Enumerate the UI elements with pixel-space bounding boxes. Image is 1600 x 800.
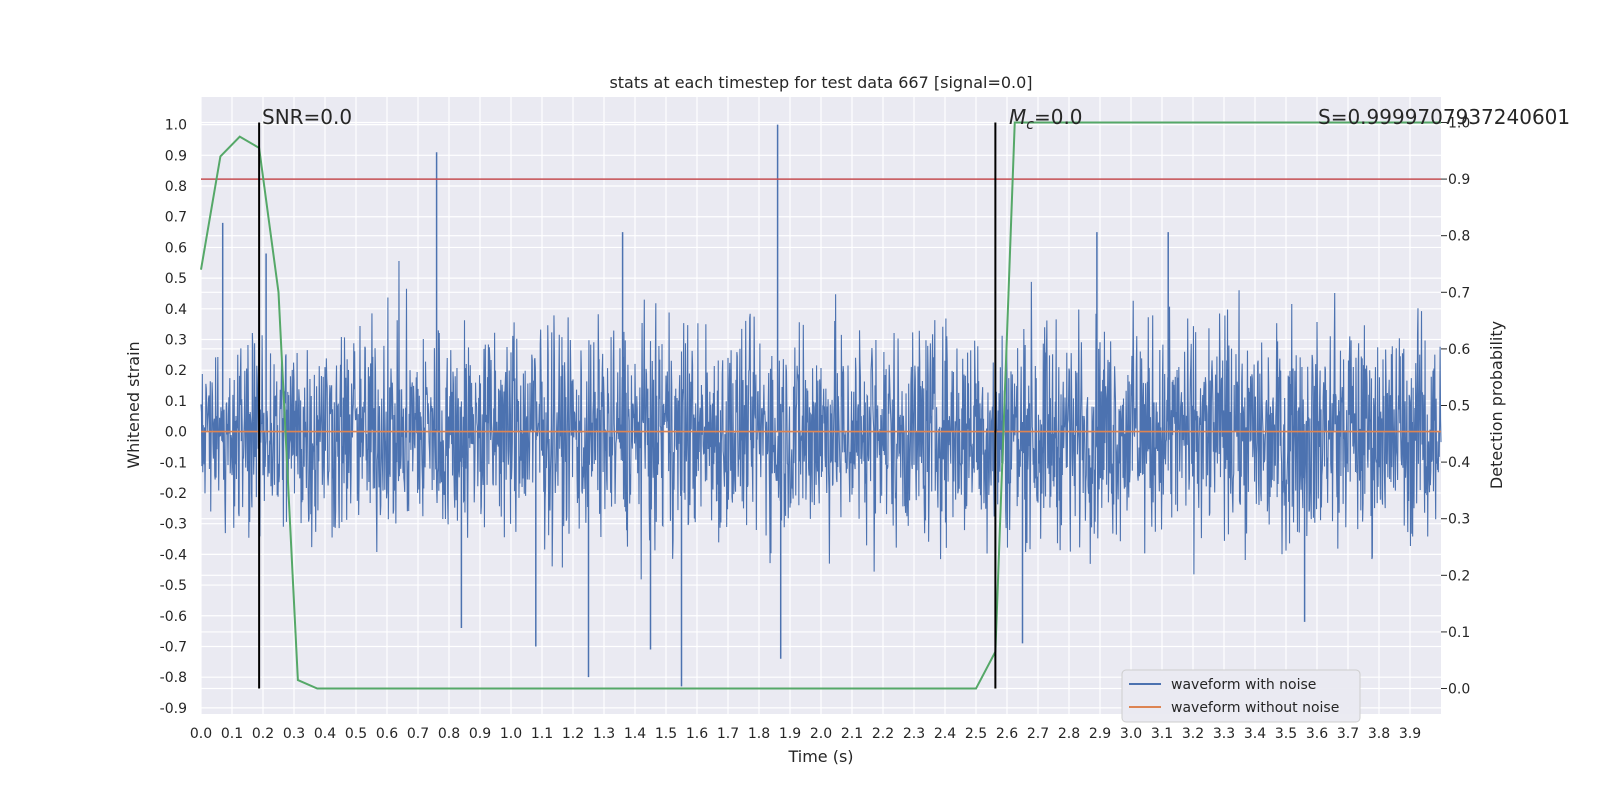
x-tick-label: 1.6 bbox=[686, 726, 708, 742]
y-tick-label: 0.8 bbox=[165, 179, 187, 195]
x-tick-label: 1.1 bbox=[531, 726, 553, 742]
y-tick-label: 0.0 bbox=[165, 425, 187, 441]
x-axis-ticks: 0.0 0.1 0.2 0.3 0.4 0.5 0.6 0.7 0.8 0.9 1.0 1.1 1.2 1… bbox=[190, 726, 1421, 742]
y2-tick-label: 0.5 bbox=[1448, 399, 1470, 415]
detection-probability-line bbox=[200, 121, 1441, 690]
y-tick-label: 0.5 bbox=[165, 271, 187, 287]
y-tick-label: -0.9 bbox=[160, 701, 187, 717]
y2-axis-ticks: 1.0 0.9 0.8 0.7 0.6 0.5 0.4 0.3 0.2 0.1 0.0 bbox=[1441, 115, 1470, 698]
x-tick-label: 3.5 bbox=[1275, 726, 1297, 742]
x-tick-label: 2.1 bbox=[841, 726, 863, 742]
y-tick-label: 1.0 bbox=[165, 118, 187, 134]
y2-tick-label: 0.6 bbox=[1448, 342, 1470, 358]
x-tick-label: 2.7 bbox=[1027, 726, 1049, 742]
y2-tick-label: 0.8 bbox=[1448, 229, 1470, 245]
series-waveform-with-noise bbox=[200, 124, 1442, 687]
y-tick-label: -0.2 bbox=[160, 486, 187, 502]
x-tick-label: 3.4 bbox=[1244, 726, 1266, 742]
y2-tick-label: 0.1 bbox=[1448, 625, 1470, 641]
legend-label-clean: waveform without noise bbox=[1171, 700, 1339, 716]
x-tick-label: 2.0 bbox=[810, 726, 832, 742]
x-tick-label: 3.9 bbox=[1399, 726, 1421, 742]
x-tick-label: 3.6 bbox=[1306, 726, 1328, 742]
x-tick-label: 1.3 bbox=[593, 726, 615, 742]
y-tick-label: -0.4 bbox=[160, 547, 187, 563]
chart-title: stats at each timestep for test data 667… bbox=[609, 73, 1032, 92]
x-tick-label: 0.5 bbox=[345, 726, 367, 742]
y-tick-label: -0.6 bbox=[160, 609, 187, 625]
y2-tick-label: 0.0 bbox=[1448, 682, 1470, 698]
x-tick-label: 0.6 bbox=[376, 726, 398, 742]
y2-tick-label: 0.9 bbox=[1448, 172, 1470, 188]
mc-annotation-subscript: c bbox=[1026, 117, 1034, 133]
x-tick-label: 1.4 bbox=[624, 726, 646, 742]
mc-annotation: Mc=0.0 bbox=[1009, 105, 1083, 133]
mc-annotation-symbol: M bbox=[1009, 105, 1026, 129]
x-tick-label: 2.2 bbox=[872, 726, 894, 742]
x-tick-label: 0.7 bbox=[407, 726, 429, 742]
x-tick-label: 0.3 bbox=[283, 726, 305, 742]
x-tick-label: 2.3 bbox=[903, 726, 925, 742]
y2-tick-label: 0.7 bbox=[1448, 285, 1470, 301]
x-tick-label: 1.5 bbox=[655, 726, 677, 742]
x-tick-label: 0.8 bbox=[438, 726, 460, 742]
x-tick-label: 3.3 bbox=[1213, 726, 1235, 742]
x-tick-label: 2.6 bbox=[996, 726, 1018, 742]
s-annotation: S=0.9999707937240601 bbox=[1318, 105, 1570, 129]
y-axis-ticks: 1.0 0.9 0.8 0.7 0.6 0.5 0.4 0.3 0.2 0.1 0.0 -0.1 -0.… bbox=[160, 118, 187, 717]
x-tick-label: 2.4 bbox=[934, 726, 956, 742]
y-tick-label: 0.4 bbox=[165, 302, 187, 318]
y-axis-label: Whitened strain bbox=[124, 341, 143, 468]
y2-tick-label: 0.4 bbox=[1448, 455, 1470, 471]
x-tick-label: 1.2 bbox=[562, 726, 584, 742]
x-tick-label: 0.1 bbox=[221, 726, 243, 742]
y-tick-label: 0.3 bbox=[165, 333, 187, 349]
y-tick-label: -0.3 bbox=[160, 517, 187, 533]
y-tick-label: 0.6 bbox=[165, 240, 187, 256]
waveform-with-noise-line bbox=[200, 261, 1442, 580]
y-tick-label: -0.1 bbox=[160, 455, 187, 471]
x-tick-label: 2.9 bbox=[1089, 726, 1111, 742]
y2-tick-label: 0.3 bbox=[1448, 512, 1470, 528]
mc-annotation-value: =0.0 bbox=[1034, 105, 1083, 129]
y-tick-label: -0.8 bbox=[160, 670, 187, 686]
x-tick-label: 3.7 bbox=[1337, 726, 1359, 742]
x-tick-label: 1.7 bbox=[717, 726, 739, 742]
y-tick-label: -0.5 bbox=[160, 578, 187, 594]
x-tick-label: 3.8 bbox=[1368, 726, 1390, 742]
x-tick-label: 0.2 bbox=[252, 726, 274, 742]
y-tick-label: 0.7 bbox=[165, 210, 187, 226]
y2-axis-label: Detection probability bbox=[1487, 321, 1506, 489]
x-tick-label: 2.5 bbox=[965, 726, 987, 742]
legend-box bbox=[1121, 669, 1361, 723]
x-tick-label: 3.0 bbox=[1120, 726, 1142, 742]
y2-tick-label: 1.0 bbox=[1448, 115, 1470, 131]
legend: waveform with noise waveform without noi… bbox=[1121, 669, 1361, 723]
x-tick-label: 2.8 bbox=[1058, 726, 1080, 742]
x-tick-label: 1.9 bbox=[779, 726, 801, 742]
x-tick-label: 1.8 bbox=[748, 726, 770, 742]
y-tick-label: 0.2 bbox=[165, 363, 187, 379]
x-tick-label: 3.2 bbox=[1182, 726, 1204, 742]
x-tick-label: 0.0 bbox=[190, 726, 212, 742]
overlay-lines bbox=[200, 121, 1441, 690]
x-tick-label: 1.0 bbox=[500, 726, 522, 742]
snr-annotation: SNR=0.0 bbox=[262, 105, 352, 129]
x-tick-label: 0.4 bbox=[314, 726, 336, 742]
legend-label-noise: waveform with noise bbox=[1171, 677, 1316, 693]
x-axis-label: Time (s) bbox=[787, 747, 853, 766]
x-tick-label: 3.1 bbox=[1151, 726, 1173, 742]
y-tick-label: 0.1 bbox=[165, 394, 187, 410]
y2-tick-label: 0.2 bbox=[1448, 568, 1470, 584]
y-tick-label: 0.9 bbox=[165, 148, 187, 164]
x-tick-label: 0.9 bbox=[469, 726, 491, 742]
y-tick-label: -0.7 bbox=[160, 639, 187, 655]
